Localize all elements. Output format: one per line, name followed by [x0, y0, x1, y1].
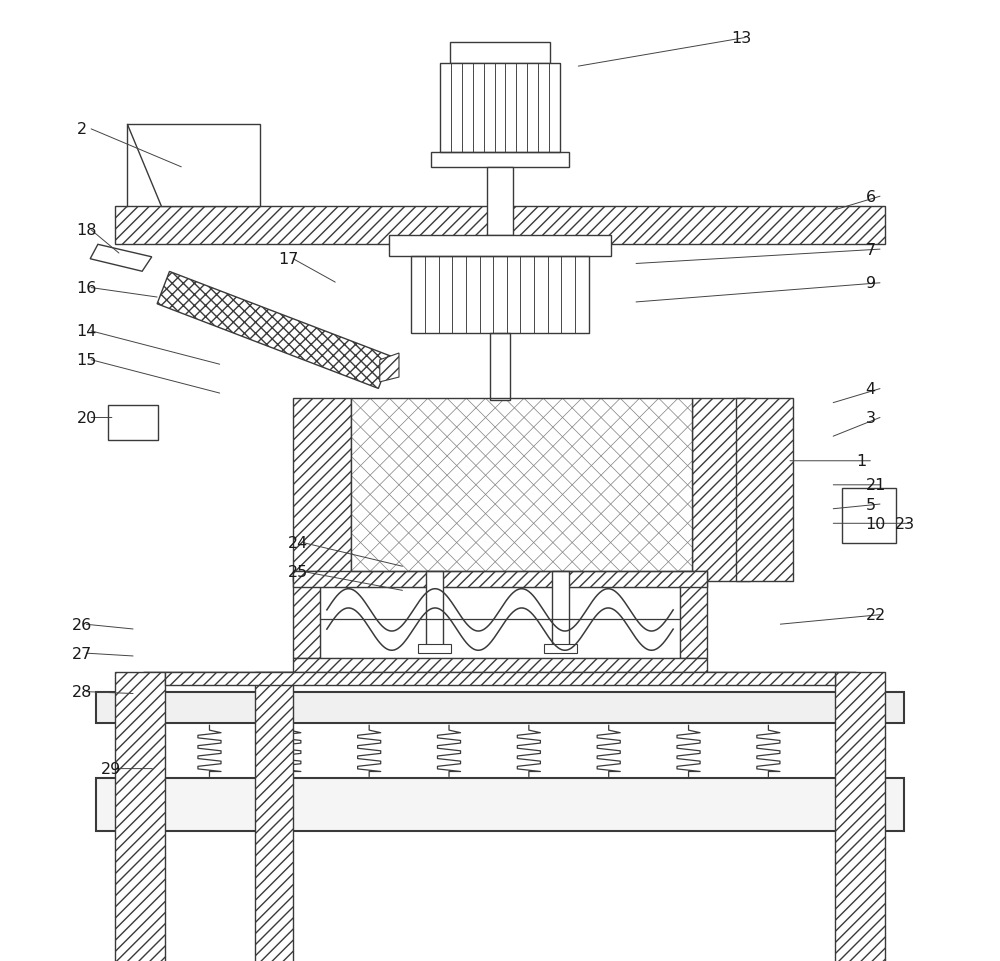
Text: 3: 3	[866, 410, 876, 426]
Text: 22: 22	[866, 607, 886, 623]
Bar	[255, 673, 293, 961]
Bar	[165, 673, 835, 685]
Polygon shape	[127, 125, 260, 207]
Bar	[351, 399, 692, 572]
Polygon shape	[380, 354, 399, 382]
Text: 17: 17	[279, 252, 299, 267]
Text: 9: 9	[866, 276, 876, 291]
Text: 25: 25	[288, 564, 309, 579]
Text: 29: 29	[101, 761, 121, 776]
Bar	[692, 399, 750, 581]
Bar	[450, 43, 550, 64]
Bar	[440, 64, 560, 153]
Text: 27: 27	[72, 646, 92, 661]
Bar	[544, 644, 577, 653]
Bar	[115, 673, 165, 961]
Bar	[552, 572, 569, 649]
Bar	[835, 673, 885, 961]
Bar	[431, 153, 569, 168]
Polygon shape	[157, 272, 391, 389]
Bar	[115, 207, 885, 245]
Bar	[293, 399, 351, 581]
Text: 4: 4	[866, 382, 876, 397]
Bar	[487, 168, 513, 235]
Text: 6: 6	[866, 189, 876, 205]
Text: 10: 10	[866, 516, 886, 531]
Text: 26: 26	[72, 617, 92, 632]
Bar	[293, 658, 707, 673]
Bar	[320, 587, 680, 658]
Bar	[96, 778, 904, 831]
Bar	[680, 572, 707, 658]
Bar	[389, 235, 611, 257]
Text: 18: 18	[77, 223, 97, 238]
Bar	[842, 488, 896, 544]
Bar	[96, 692, 904, 724]
Bar	[411, 257, 589, 333]
Bar	[736, 399, 793, 581]
Bar	[108, 406, 158, 440]
Text: 1: 1	[856, 454, 866, 469]
Text: 21: 21	[866, 478, 886, 493]
Text: 24: 24	[288, 535, 309, 551]
Bar	[411, 257, 589, 333]
Text: 13: 13	[731, 31, 751, 46]
Bar	[293, 572, 707, 587]
Text: 28: 28	[72, 684, 92, 700]
Text: 23: 23	[894, 516, 915, 531]
Text: 20: 20	[77, 410, 97, 426]
Polygon shape	[90, 245, 152, 272]
Polygon shape	[115, 673, 885, 692]
Text: 5: 5	[866, 497, 876, 512]
Text: 7: 7	[866, 242, 876, 258]
Bar	[426, 572, 443, 649]
Bar	[351, 399, 692, 572]
Bar	[293, 572, 320, 658]
Bar	[440, 64, 560, 153]
Text: 16: 16	[77, 281, 97, 296]
Text: 15: 15	[77, 353, 97, 368]
Text: 2: 2	[77, 122, 87, 137]
Text: 14: 14	[77, 324, 97, 339]
Bar	[490, 333, 510, 401]
Bar	[418, 644, 451, 653]
